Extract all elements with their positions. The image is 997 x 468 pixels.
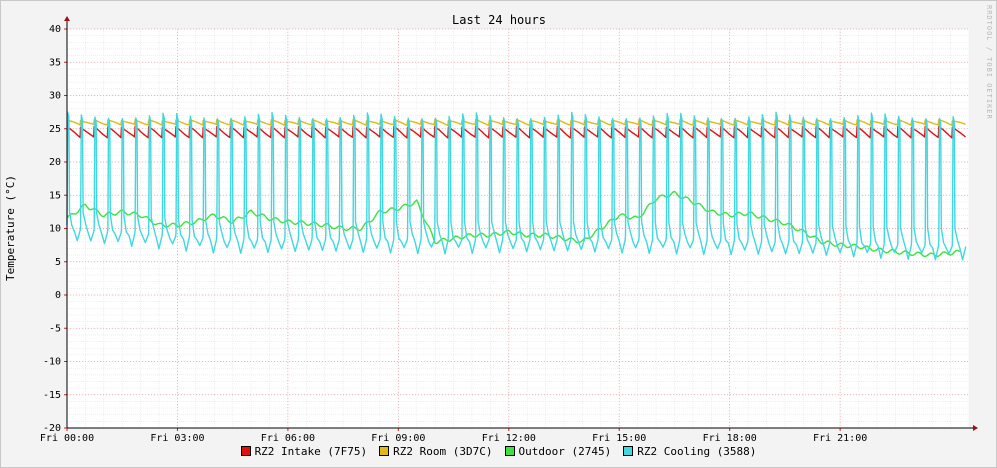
y-axis-arrow (64, 16, 70, 21)
axes (64, 16, 978, 431)
y-tick-label: 35 (49, 57, 61, 68)
legend-label: RZ2 Intake (7F75) (254, 445, 368, 458)
y-tick-label: 30 (49, 91, 61, 102)
x-axis-arrow (973, 425, 978, 431)
legend-label: RZ2 Cooling (3588) (637, 445, 757, 458)
legend-swatch (240, 446, 251, 456)
legend: RZ2 Intake (7F75) RZ2 Room (3D7C) Outdoor … (0, 445, 997, 458)
y-axis-label: Temperature (°C) (4, 175, 17, 281)
y-tick-label: 5 (55, 257, 61, 268)
x-tick-label: Fri 00:00 (40, 433, 94, 444)
x-tick-label: Fri 09:00 (371, 433, 425, 444)
legend-swatch (504, 446, 515, 456)
y-tick-label: 20 (49, 157, 61, 168)
legend-item: Outdoor (2745) (504, 445, 612, 458)
y-tick-label: 0 (55, 290, 61, 301)
x-tick-label: Fri 12:00 (482, 433, 536, 444)
legend-item: RZ2 Cooling (3588) (623, 445, 756, 458)
y-tick-label: -5 (49, 323, 61, 334)
series-line (66, 111, 967, 261)
x-tick-label: Fri 06:00 (261, 433, 315, 444)
series-line (66, 125, 966, 139)
y-tick-label: 25 (49, 124, 61, 135)
y-tick-label: -10 (43, 357, 61, 368)
legend-item: RZ2 Intake (7F75) (240, 445, 368, 458)
legend-label: RZ2 Room (3D7C) (393, 445, 493, 458)
y-tick-label: -15 (43, 390, 61, 401)
legend-label: Outdoor (2745) (518, 445, 612, 458)
series-lines (66, 111, 967, 261)
legend-swatch (623, 446, 634, 456)
x-tick-label: Fri 18:00 (703, 433, 757, 444)
x-tick-label: Fri 15:00 (592, 433, 646, 444)
rrdtool-watermark: RRDTOOL / TOBI OETIKER (985, 5, 993, 120)
series-line (66, 190, 961, 258)
y-tick-label: -20 (43, 423, 61, 434)
legend-item: RZ2 Room (3D7C) (379, 445, 493, 458)
series-line (66, 118, 966, 126)
chart-title: Last 24 hours (452, 13, 546, 27)
y-tick-label: 15 (49, 190, 61, 201)
legend-swatch (379, 446, 390, 456)
x-tick-label: Fri 21:00 (813, 433, 867, 444)
y-tick-label: 10 (49, 224, 61, 235)
x-tick-label: Fri 03:00 (150, 433, 204, 444)
y-tick-label: 40 (49, 24, 61, 35)
